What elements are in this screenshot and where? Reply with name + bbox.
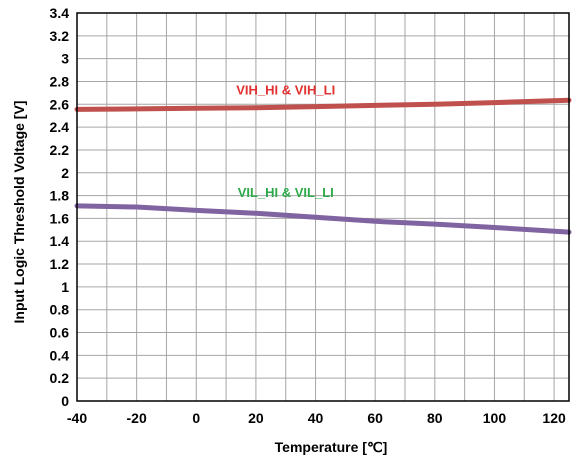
- y-tick-label: 1.2: [50, 256, 70, 272]
- y-axis-title: Input Logic Threshold Voltage [V]: [11, 101, 27, 324]
- annotation-layer: VIH_HI & VIH_LI VIL_HI & VIL_LI: [236, 82, 335, 200]
- y-tick-label: 0.4: [50, 347, 70, 363]
- series-layer: [74, 97, 572, 235]
- x-tick-label: 60: [367, 410, 383, 426]
- y-tick-label: 1.4: [50, 233, 70, 249]
- x-tick-label: 40: [308, 410, 324, 426]
- y-tick-label: 2.6: [50, 96, 70, 112]
- y-tick-label: 0.6: [50, 325, 70, 341]
- y-tick-label: 3.2: [50, 28, 70, 44]
- y-tick-label: 0.2: [50, 370, 70, 386]
- y-tick-label: 2.4: [50, 119, 70, 135]
- series-annotation: VIL_HI & VIL_LI: [238, 185, 334, 200]
- x-tick-label: 20: [248, 410, 264, 426]
- y-tick-label: 0.8: [50, 302, 70, 318]
- tick-layer: 0 0.2 0.4 0.6 0.8 1 1.2 1.4 1.6 1.8 2 2.2 2.4 2.6 2.8 3…: [50, 5, 566, 426]
- y-tick-label: 2.2: [50, 142, 70, 158]
- y-tick-label: 2.8: [50, 73, 70, 89]
- y-tick-label: 1: [61, 279, 69, 295]
- x-tick-label: 100: [483, 410, 507, 426]
- x-tick-label: 0: [192, 410, 200, 426]
- x-tick-label: 120: [542, 410, 566, 426]
- series-annotation: VIH_HI & VIH_LI: [236, 82, 335, 97]
- x-tick-label: -20: [127, 410, 147, 426]
- y-tick-label: 1.8: [50, 188, 70, 204]
- y-tick-label: 0: [61, 393, 69, 409]
- x-tick-label: -40: [67, 410, 87, 426]
- series-line: [74, 203, 572, 235]
- series-line: [74, 97, 572, 112]
- y-tick-label: 3.4: [50, 5, 70, 21]
- x-tick-label: 80: [427, 410, 443, 426]
- y-tick-label: 1.6: [50, 210, 70, 226]
- x-axis-title: Temperature [℃]: [275, 439, 388, 455]
- y-tick-label: 3: [61, 51, 69, 67]
- plot-frame: [76, 12, 570, 402]
- y-tick-label: 2: [61, 165, 69, 181]
